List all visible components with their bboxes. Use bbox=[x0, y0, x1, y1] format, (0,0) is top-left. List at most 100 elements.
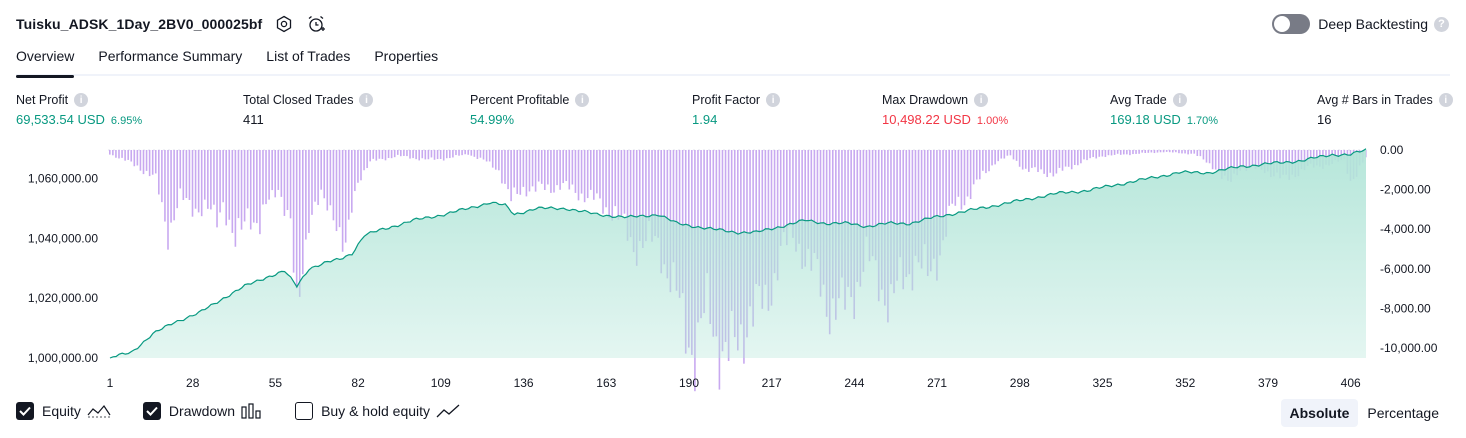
drawdown-bar bbox=[369, 150, 371, 162]
drawdown-bar bbox=[1046, 150, 1048, 178]
drawdown-bar bbox=[810, 150, 813, 271]
drawdown-bar bbox=[1122, 150, 1125, 155]
x-axis-tick: 217 bbox=[762, 376, 782, 390]
drawdown-bar bbox=[148, 150, 151, 177]
help-icon[interactable]: ? bbox=[1434, 16, 1449, 32]
drawdown-bar bbox=[868, 150, 871, 262]
deep-backtesting-toggle[interactable] bbox=[1272, 14, 1311, 34]
drawdown-bar bbox=[1003, 150, 1006, 159]
drawdown-bar bbox=[920, 150, 923, 269]
info-icon[interactable]: i bbox=[1438, 93, 1453, 107]
drawdown-bar bbox=[755, 150, 757, 285]
drawdown-bar bbox=[758, 150, 761, 287]
drawdown-bar bbox=[366, 150, 368, 169]
info-icon[interactable]: i bbox=[1172, 93, 1187, 107]
drawdown-bar bbox=[975, 150, 978, 180]
drawdown-bar bbox=[363, 150, 365, 171]
drawdown-bar bbox=[804, 150, 806, 267]
drawdown-bar bbox=[1104, 150, 1107, 157]
drawdown-bar bbox=[1070, 150, 1073, 170]
drawdown-bar bbox=[228, 150, 231, 220]
drawdown-bar bbox=[433, 150, 436, 160]
legend-equity[interactable]: Equity bbox=[16, 402, 111, 420]
drawdown-bar bbox=[672, 150, 675, 263]
drawdown-bar bbox=[547, 150, 549, 185]
drawdown-bar bbox=[749, 150, 751, 307]
equity-line bbox=[109, 148, 1367, 359]
percentage-button[interactable]: Percentage bbox=[1367, 405, 1439, 421]
drawdown-bar bbox=[556, 150, 558, 186]
drawdown-bar bbox=[445, 150, 448, 159]
drawdown-bar bbox=[730, 150, 733, 311]
drawdown-bar bbox=[274, 150, 277, 198]
metric-percent: 1.00% bbox=[976, 115, 1009, 127]
buy-hold-checkbox[interactable] bbox=[295, 402, 314, 420]
tab-properties[interactable]: Properties bbox=[374, 48, 439, 64]
drawdown-bar bbox=[1230, 150, 1232, 182]
legend-label: Equity bbox=[42, 403, 81, 419]
chart-svg[interactable]: 1,060,000.00 1,040,000.00 1,020,000.00 1,00… bbox=[0, 140, 1466, 395]
tab-list-of-trades[interactable]: List of Trades bbox=[266, 48, 351, 64]
legend-label: Drawdown bbox=[168, 403, 236, 419]
drawdown-bar bbox=[911, 150, 914, 291]
drawdown-bar bbox=[789, 150, 791, 226]
metric-net-profit: Net Profit i 69,533.54 USD 6.95% bbox=[16, 93, 142, 127]
add-alert-icon[interactable] bbox=[306, 14, 326, 34]
x-axis-tick: 379 bbox=[1258, 376, 1278, 390]
gear-icon[interactable] bbox=[274, 14, 294, 34]
drawdown-bar bbox=[1227, 150, 1229, 181]
equity-checkbox[interactable] bbox=[16, 402, 34, 420]
drawdown-checkbox[interactable] bbox=[142, 402, 161, 420]
drawdown-bar bbox=[311, 150, 313, 215]
drawdown-bar bbox=[347, 150, 350, 220]
drawdown-bar bbox=[586, 150, 589, 199]
drawdown-bar bbox=[317, 150, 319, 205]
drawdown-bar bbox=[393, 150, 396, 158]
legend-buy-hold-equity[interactable]: Buy & hold equity bbox=[295, 402, 460, 420]
drawdown-bar bbox=[899, 150, 901, 258]
drawdown-bar bbox=[593, 150, 595, 200]
drawdown-bar bbox=[1052, 150, 1055, 177]
drawdown-bar bbox=[706, 150, 708, 274]
drawdown-bar bbox=[761, 150, 764, 309]
drawdown-bar bbox=[1211, 150, 1214, 170]
info-icon[interactable]: i bbox=[766, 93, 781, 107]
metric-value: 1.94 bbox=[692, 112, 718, 127]
info-icon[interactable]: i bbox=[74, 93, 89, 107]
drawdown-bar bbox=[1153, 150, 1156, 154]
drawdown-bar bbox=[1168, 150, 1171, 153]
tab-overview[interactable]: Overview bbox=[16, 46, 75, 78]
drawdown-bar bbox=[1257, 150, 1260, 167]
legend-drawdown[interactable]: Drawdown bbox=[142, 402, 263, 420]
drawdown-bar bbox=[1162, 150, 1165, 153]
drawdown-bar bbox=[1193, 150, 1196, 154]
x-axis-tick: 406 bbox=[1341, 376, 1361, 390]
info-icon[interactable]: i bbox=[575, 93, 590, 107]
drawdown-bar bbox=[139, 150, 142, 171]
drawdown-bar bbox=[124, 150, 126, 161]
metric-max-drawdown: Max Drawdown i 10,498.22 USD 1.00% bbox=[882, 93, 1008, 127]
drawdown-bar bbox=[1083, 150, 1085, 160]
drawdown-bars-icon bbox=[241, 403, 263, 419]
info-icon[interactable]: i bbox=[974, 93, 989, 107]
x-axis-tick: 109 bbox=[431, 376, 451, 390]
equity-drawdown-chart[interactable]: 1,060,000.00 1,040,000.00 1,020,000.00 1,00… bbox=[0, 140, 1466, 400]
drawdown-bar bbox=[1129, 150, 1131, 156]
drawdown-bar bbox=[1217, 150, 1220, 172]
drawdown-bar bbox=[112, 150, 114, 156]
drawdown-bar bbox=[1260, 150, 1263, 170]
metric-avg-trade: Avg Trade i 169.18 USD 1.70% bbox=[1110, 93, 1218, 127]
metric-percent-profitable: Percent Profitable i 54.99% bbox=[470, 93, 590, 127]
info-icon[interactable]: i bbox=[359, 93, 374, 107]
equity-axis-labels: 1,060,000.00 1,040,000.00 1,020,000.00 1,00… bbox=[28, 172, 98, 366]
drawdown-bar bbox=[942, 150, 944, 241]
x-axis-tick: 163 bbox=[596, 376, 616, 390]
absolute-button[interactable]: Absolute bbox=[1280, 399, 1359, 427]
tab-performance-summary[interactable]: Performance Summary bbox=[98, 48, 243, 64]
drawdown-bar bbox=[645, 150, 647, 242]
drawdown-bar bbox=[449, 150, 451, 159]
x-axis-tick: 244 bbox=[844, 376, 864, 390]
drawdown-bar bbox=[1107, 150, 1110, 156]
drawdown-bar bbox=[638, 150, 641, 241]
drawdown-bar bbox=[430, 150, 433, 158]
